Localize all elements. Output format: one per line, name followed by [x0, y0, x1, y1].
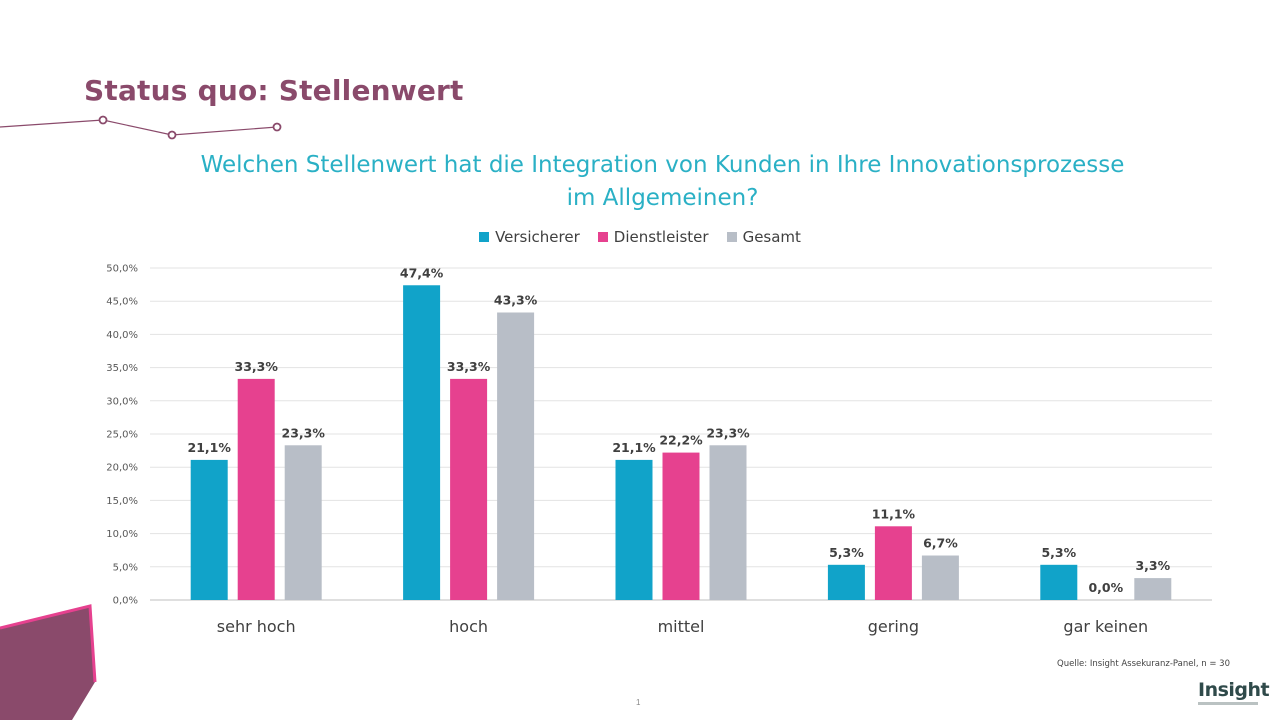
- data-label: 11,1%: [872, 506, 916, 521]
- y-tick-label: 40,0%: [106, 330, 138, 341]
- page-number: 1: [636, 698, 641, 707]
- legend-label-gesamt: Gesamt: [742, 228, 801, 246]
- data-label: 6,7%: [923, 536, 958, 551]
- y-tick-label: 20,0%: [106, 463, 138, 474]
- x-tick-label: sehr hoch: [217, 617, 296, 636]
- chart-legend: Versicherer Dienstleister Gesamt: [0, 228, 1280, 246]
- source-note: Quelle: Insight Assekuranz-Panel, n = 30: [1057, 659, 1230, 669]
- bar-dienstleister: [237, 378, 275, 600]
- data-label: 5,3%: [829, 545, 864, 560]
- bar-versicherer: [190, 459, 228, 600]
- slide-title: Status quo: Stellenwert: [84, 74, 464, 107]
- legend-item-dienstleister: Dienstleister: [597, 228, 709, 246]
- insight-logo: Insight: [1198, 680, 1274, 705]
- chart-title: Welchen Stellenwert hat die Integration …: [200, 152, 1125, 211]
- data-label: 0,0%: [1088, 580, 1123, 595]
- data-label: 5,3%: [1041, 545, 1076, 560]
- bar-gesamt: [709, 445, 747, 600]
- y-tick-label: 35,0%: [106, 363, 138, 374]
- legend-swatch-versicherer: [479, 232, 490, 242]
- bar-versicherer: [1040, 564, 1078, 600]
- x-tick-label: mittel: [658, 617, 705, 636]
- y-tick-label: 0,0%: [113, 596, 138, 607]
- legend-swatch-dienstleister: [597, 232, 608, 242]
- bar-gesamt: [1134, 578, 1172, 600]
- legend-item-versicherer: Versicherer: [479, 228, 580, 246]
- logo-tagline-mark: [1198, 702, 1258, 705]
- bar-gesamt: [497, 312, 535, 600]
- data-label: 23,3%: [706, 425, 750, 440]
- x-tick-label: gar keinen: [1063, 617, 1148, 636]
- bar-gesamt: [921, 555, 959, 600]
- bar-dienstleister: [662, 452, 700, 600]
- bar-versicherer: [827, 564, 865, 600]
- data-label: 23,3%: [282, 425, 326, 440]
- bar-versicherer: [615, 459, 653, 600]
- data-label: 47,4%: [400, 265, 444, 280]
- bar-gesamt: [284, 445, 322, 600]
- bar-dienstleister: [874, 526, 912, 600]
- data-label: 21,1%: [188, 440, 232, 455]
- y-tick-label: 5,0%: [113, 562, 138, 573]
- bar-dienstleister: [450, 378, 488, 600]
- y-tick-label: 15,0%: [106, 496, 138, 507]
- decorative-line: [0, 115, 282, 140]
- bar-versicherer: [403, 285, 441, 600]
- data-label: 22,2%: [659, 433, 703, 448]
- data-label: 21,1%: [612, 440, 656, 455]
- logo-wordmark: Insight: [1198, 679, 1270, 701]
- y-tick-label: 45,0%: [106, 297, 138, 308]
- data-label: 43,3%: [494, 292, 538, 307]
- legend-item-gesamt: Gesamt: [726, 228, 801, 246]
- data-label: 3,3%: [1135, 558, 1170, 573]
- x-tick-label: hoch: [449, 617, 488, 636]
- y-tick-label: 50,0%: [106, 264, 138, 275]
- corner-decoration: [0, 604, 97, 720]
- y-tick-label: 25,0%: [106, 430, 138, 441]
- legend-label-versicherer: Versicherer: [495, 228, 580, 246]
- data-label: 33,3%: [447, 359, 491, 374]
- data-label: 33,3%: [235, 359, 279, 374]
- legend-swatch-gesamt: [726, 232, 737, 242]
- x-tick-label: gering: [868, 617, 919, 636]
- y-tick-label: 30,0%: [106, 396, 138, 407]
- legend-label-dienstleister: Dienstleister: [613, 228, 709, 246]
- y-tick-label: 10,0%: [106, 529, 138, 540]
